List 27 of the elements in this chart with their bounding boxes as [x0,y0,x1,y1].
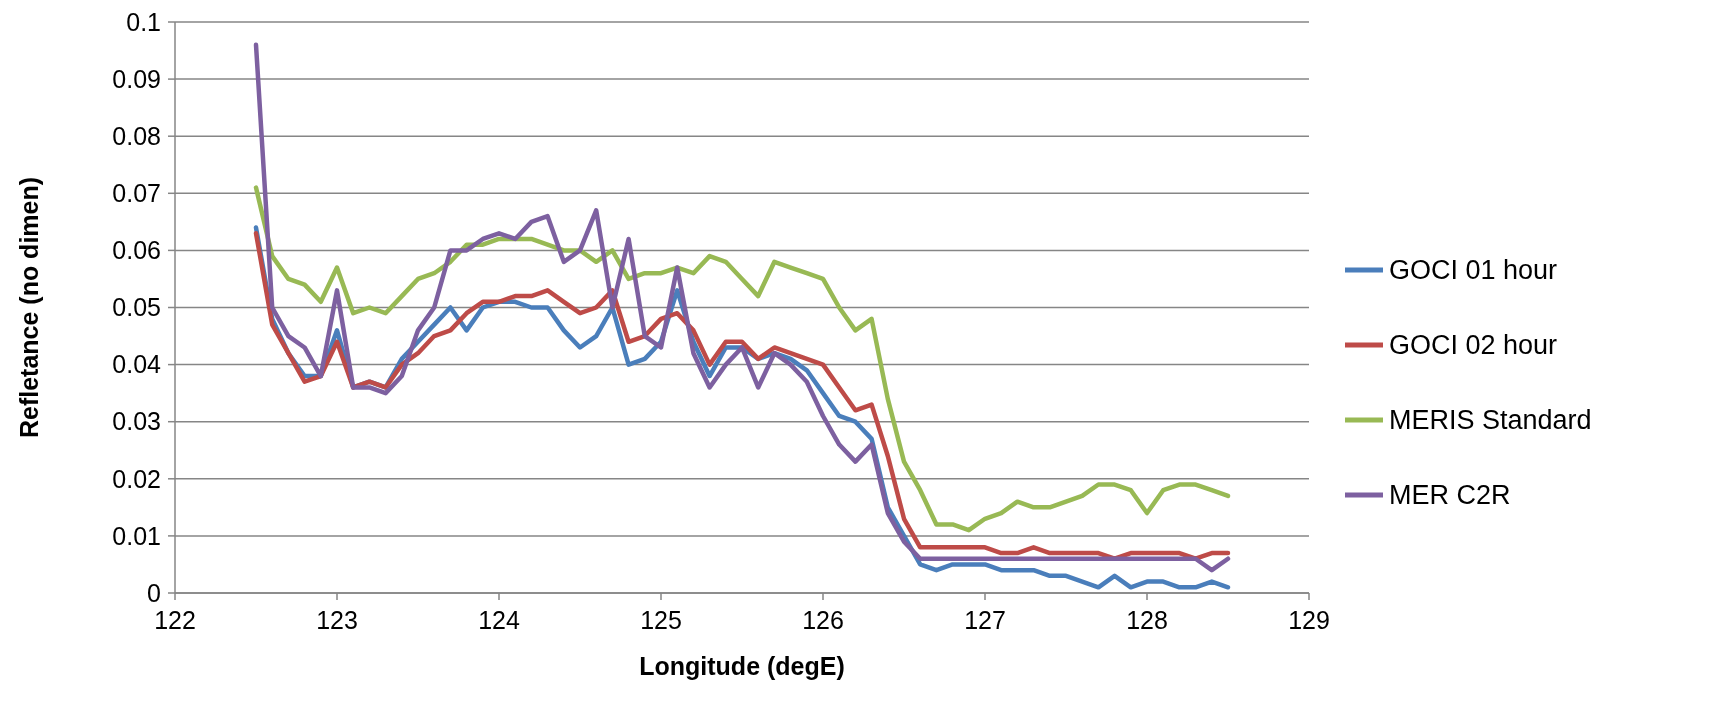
x-tick-label: 127 [964,606,1006,634]
x-tick-label: 126 [802,606,844,634]
x-tick-label: 122 [154,606,196,634]
line-series [253,42,1231,573]
y-tick-label: 0.05 [112,293,161,322]
y-tick-label: 0.07 [112,179,161,208]
legend-label: MERIS Standard [1389,405,1592,436]
x-tick-label: 128 [1126,606,1168,634]
y-tick-label: 0.06 [112,236,161,265]
line-series [253,185,1231,533]
x-tick-label: 125 [640,606,682,634]
y-tick-label: 0.01 [112,521,161,550]
x-tick-label: 123 [316,606,358,634]
y-tick-label: 0.08 [112,121,161,150]
y-tick-label: 0.09 [112,64,161,93]
x-axis-title: Longitude (degE) [639,652,845,680]
x-tick-label: 124 [478,606,520,634]
legend-label: GOCI 02 hour [1389,330,1558,361]
y-tick-label: 0.04 [112,350,162,379]
legend-label: MER C2R [1389,480,1511,511]
y-tick-label: 0.1 [126,7,161,36]
y-axis-title: Refletance (no dimen) [15,176,43,439]
legend-label: GOCI 01 hour [1389,255,1558,286]
x-tick-label: 129 [1288,606,1330,634]
y-tick-label: 0 [147,578,161,607]
y-tick-label: 0.02 [112,464,161,493]
y-tick-label: 0.03 [112,407,161,436]
